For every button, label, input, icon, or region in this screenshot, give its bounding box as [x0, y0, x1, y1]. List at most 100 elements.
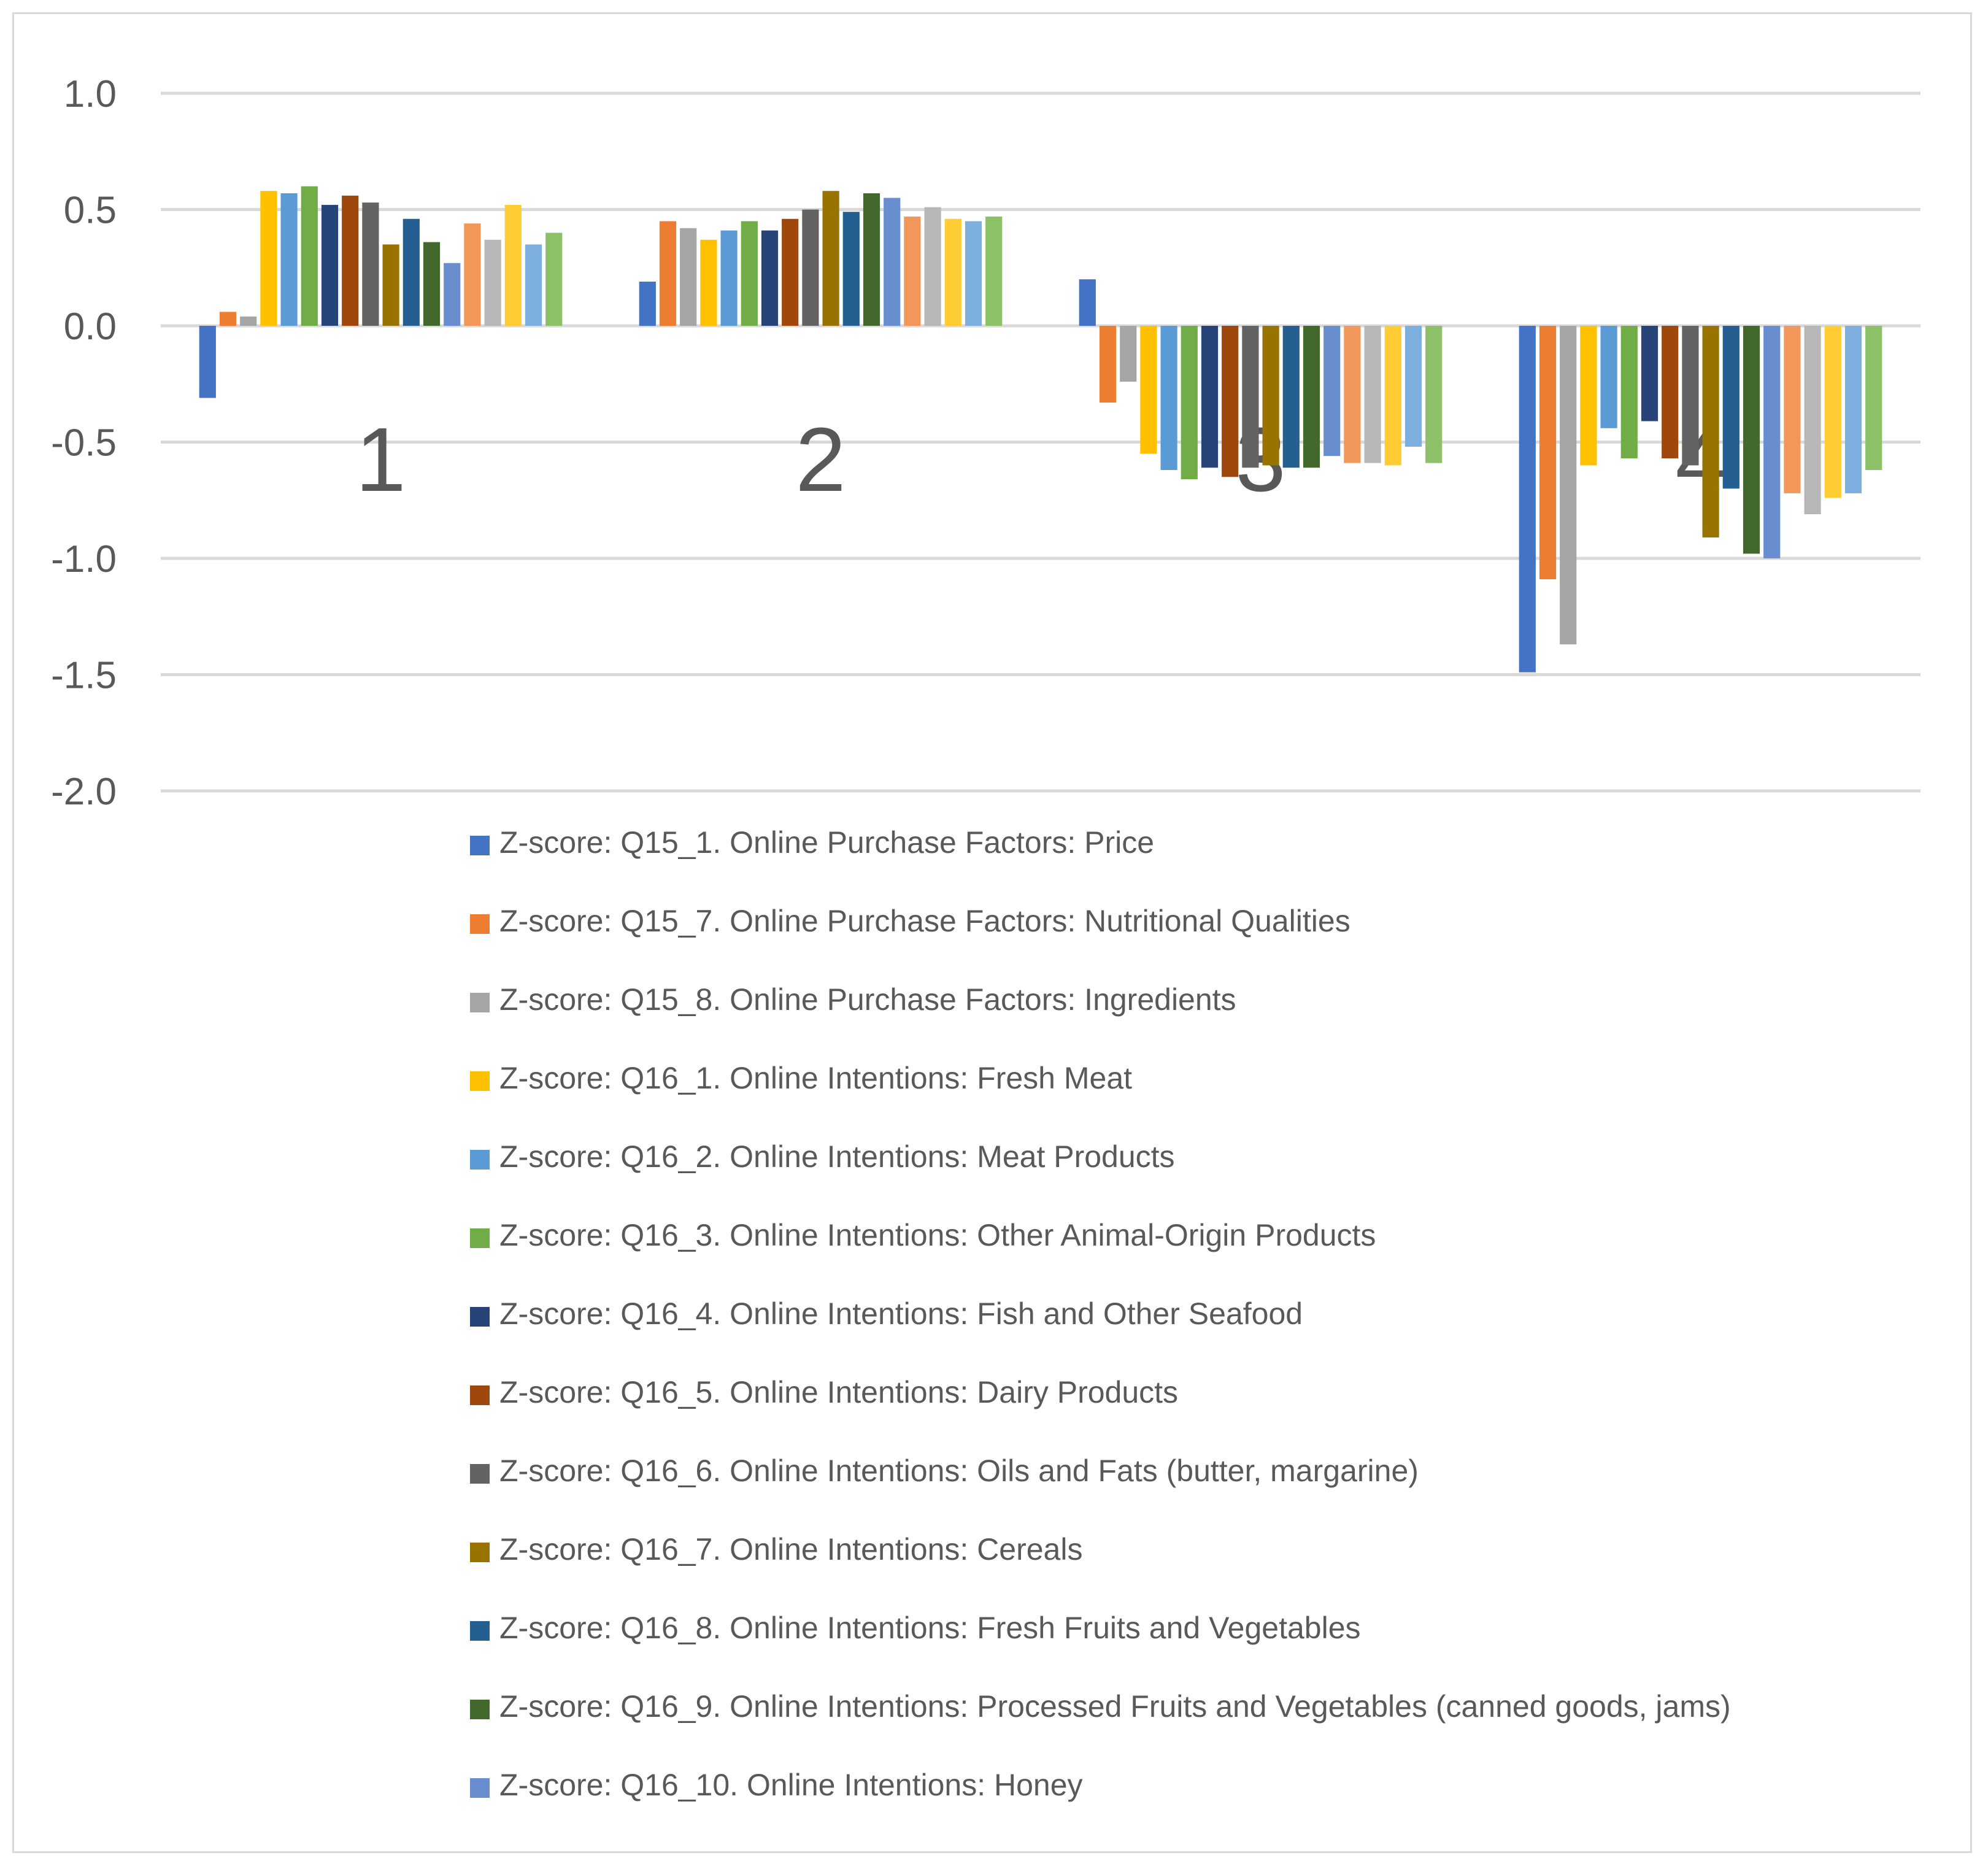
legend-swatch — [470, 1700, 490, 1719]
bar — [423, 242, 441, 326]
legend-swatch — [470, 1778, 490, 1798]
y-tick-label: -0.5 — [51, 422, 117, 464]
bar — [1519, 326, 1536, 672]
category-label: 1 — [355, 409, 406, 511]
bar — [1262, 326, 1279, 466]
bar — [1201, 326, 1219, 468]
bar — [1303, 326, 1320, 468]
bar — [1824, 326, 1841, 498]
legend-swatch — [470, 1071, 490, 1091]
bar — [1641, 326, 1659, 422]
legend-item: Z-score: Q16_7. Online Intentions: Cerea… — [470, 1529, 1771, 1570]
bar — [301, 186, 318, 326]
bar — [1222, 326, 1239, 477]
bar — [321, 204, 339, 326]
y-tick-label: -1.0 — [51, 538, 117, 580]
bar — [1743, 326, 1760, 554]
legend-swatch — [470, 1543, 490, 1562]
bar — [944, 218, 961, 326]
legend-label: Z-score: Q16_3. Online Intentions: Other… — [499, 1218, 1376, 1252]
legend-item: Z-score: Q16_3. Online Intentions: Other… — [470, 1215, 1771, 1255]
bar — [240, 316, 257, 326]
bar — [741, 221, 758, 326]
bar — [382, 244, 399, 326]
legend-label: Z-score: Q15_1. Online Purchase Factors:… — [499, 825, 1155, 860]
legend-swatch — [470, 914, 490, 934]
bar — [1242, 326, 1259, 468]
bar — [1722, 326, 1740, 489]
bar — [782, 218, 799, 326]
legend-label: Z-score: Q15_8. Online Purchase Factors:… — [499, 982, 1236, 1017]
bar — [525, 244, 542, 326]
bar — [362, 202, 379, 326]
bar — [1344, 326, 1361, 463]
legend-item: Z-score: Q15_8. Online Purchase Factors:… — [470, 979, 1771, 1020]
y-tick-label: 0.0 — [64, 306, 117, 348]
bar — [1804, 326, 1821, 514]
bar — [1079, 279, 1096, 326]
bar — [280, 193, 298, 326]
bar — [1763, 326, 1781, 558]
legend-swatch — [470, 1228, 490, 1248]
y-tick-label: -1.5 — [51, 655, 117, 697]
bar — [504, 204, 522, 326]
y-tick-label: -2.0 — [51, 771, 117, 813]
y-axis-tick-labels: 1.0 0.5 0.0 -0.5 -1.0 -1.5 -2.0 — [51, 73, 117, 813]
bar — [464, 223, 481, 326]
bar — [1282, 326, 1300, 468]
bar — [1425, 326, 1443, 463]
legend-item: Z-score: Q16_6. Online Intentions: Oils … — [470, 1451, 1771, 1491]
bar — [1160, 326, 1177, 470]
bar — [1364, 326, 1381, 463]
bar — [199, 326, 216, 398]
legend-item: Z-score: Q16_2. Online Intentions: Meat … — [470, 1136, 1771, 1177]
bar — [1662, 326, 1679, 458]
bar — [545, 233, 563, 326]
legend-item: Z-score: Q15_7. Online Purchase Factors:… — [470, 901, 1771, 941]
bar — [1682, 326, 1699, 466]
legend-label: Z-score: Q16_9. Online Intentions: Proce… — [499, 1689, 1731, 1724]
bar — [1844, 326, 1862, 493]
bar — [802, 209, 819, 326]
legend-item: Z-score: Q16_1. Online Intentions: Fresh… — [470, 1058, 1771, 1098]
legend-item: Z-score: Q16_4. Online Intentions: Fish … — [470, 1293, 1771, 1334]
legend-swatch — [470, 1621, 490, 1641]
bar — [700, 239, 717, 326]
legend-label: Z-score: Q16_6. Online Intentions: Oils … — [499, 1454, 1419, 1488]
bar — [842, 212, 860, 326]
bar — [884, 198, 901, 326]
bar — [1140, 326, 1157, 454]
legend-item: Z-score: Q16_8. Online Intentions: Fresh… — [470, 1608, 1771, 1648]
category-label: 2 — [795, 409, 846, 511]
bar — [1181, 326, 1198, 480]
bar — [761, 230, 779, 326]
legend-label: Z-score: Q16_5. Online Intentions: Dairy… — [499, 1375, 1179, 1409]
legend-label: Z-score: Q16_4. Online Intentions: Fish … — [499, 1297, 1303, 1331]
bar — [260, 191, 277, 326]
legend-swatch — [470, 1150, 490, 1170]
bar — [965, 221, 982, 326]
legend-label: Z-score: Q15_7. Online Purchase Factors:… — [499, 904, 1350, 938]
bar — [484, 239, 501, 326]
legend-swatch — [470, 836, 490, 855]
bar — [639, 282, 656, 326]
legend-item: Z-score: Q15_1. Online Purchase Factors:… — [470, 822, 1771, 863]
bar — [1120, 326, 1137, 382]
bar — [659, 221, 677, 326]
bar — [1404, 326, 1422, 447]
gridlines — [161, 91, 1921, 793]
bar — [1784, 326, 1801, 493]
bar — [1560, 326, 1577, 645]
bar — [1600, 326, 1617, 428]
bar — [1539, 326, 1557, 580]
bar — [822, 191, 839, 326]
bar — [342, 195, 359, 326]
bar — [444, 263, 461, 326]
legend-label: Z-score: Q16_1. Online Intentions: Fresh… — [499, 1061, 1133, 1095]
y-tick-label: 0.5 — [64, 190, 117, 232]
bar — [863, 193, 880, 326]
y-tick-label: 1.0 — [64, 73, 117, 115]
bar — [219, 312, 237, 326]
legend: Z-score: Q15_1. Online Purchase Factors:… — [470, 822, 1771, 1843]
